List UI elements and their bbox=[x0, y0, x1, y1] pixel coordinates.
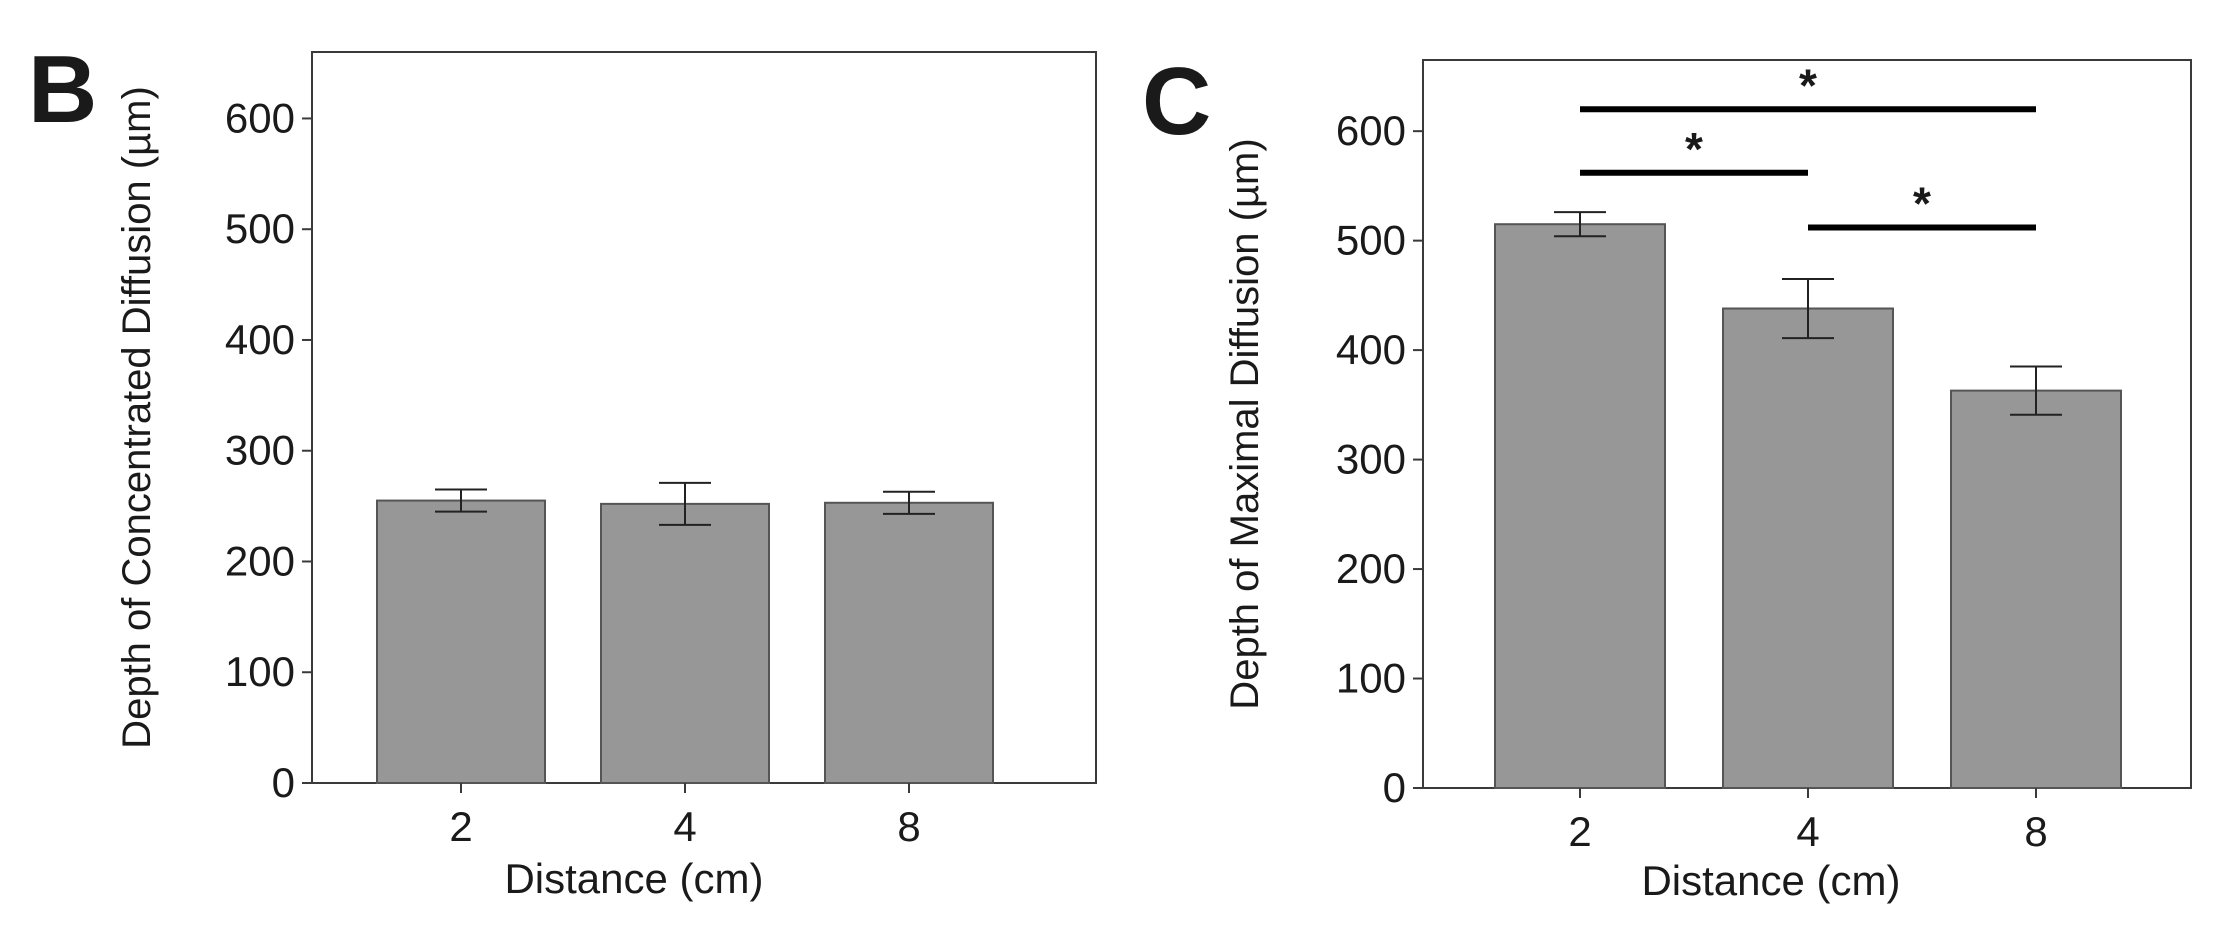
bar bbox=[824, 501, 994, 784]
significance-star: * bbox=[1799, 59, 1817, 111]
y-tick-label: 200 bbox=[225, 537, 295, 584]
panel-letter: B bbox=[28, 36, 97, 143]
bar bbox=[376, 499, 546, 784]
x-tick-label: 8 bbox=[897, 803, 920, 850]
x-tick-label: 4 bbox=[1796, 808, 1819, 855]
significance-star: * bbox=[1913, 177, 1931, 229]
y-tick-label: 0 bbox=[272, 759, 295, 806]
y-tick-label: 500 bbox=[225, 205, 295, 252]
x-axis-label: Distance (cm) bbox=[504, 855, 763, 902]
x-tick-label: 8 bbox=[2024, 808, 2047, 855]
bar bbox=[1722, 307, 1894, 789]
y-tick-label: 500 bbox=[1336, 217, 1406, 264]
y-tick-label: 300 bbox=[225, 427, 295, 474]
panel-c: C 0 100 200 300 400 500 600 Depth of Maximal Dif… bbox=[1142, 48, 2192, 904]
y-tick-label: 100 bbox=[225, 648, 295, 695]
x-tick-label: 4 bbox=[673, 803, 696, 850]
y-axis-label: Depth of Concentrated Diffusion (µm) bbox=[115, 86, 159, 749]
y-tick-label: 600 bbox=[1336, 107, 1406, 154]
y-tick-label: 400 bbox=[1336, 326, 1406, 373]
significance-star: * bbox=[1685, 123, 1703, 175]
y-tick-label: 400 bbox=[225, 316, 295, 363]
y-tick-label: 0 bbox=[1383, 764, 1406, 811]
panel-letter: C bbox=[1142, 48, 1211, 155]
x-tick-label: 2 bbox=[1568, 808, 1591, 855]
y-axis-label: Depth of Maximal Diffusion (µm) bbox=[1223, 138, 1267, 709]
x-axis-label: Distance (cm) bbox=[1641, 857, 1900, 904]
bar bbox=[600, 502, 770, 784]
x-tick-label: 2 bbox=[449, 803, 472, 850]
y-tick-label: 300 bbox=[1336, 436, 1406, 483]
bar bbox=[1950, 389, 2122, 789]
y-tick-label: 200 bbox=[1336, 545, 1406, 592]
y-tick-label: 100 bbox=[1336, 655, 1406, 702]
y-tick-label: 600 bbox=[225, 94, 295, 141]
panel-b: B 0 100 200 300 400 500 600 Depth of Concentrate… bbox=[28, 36, 1097, 902]
bar bbox=[1494, 223, 1666, 790]
